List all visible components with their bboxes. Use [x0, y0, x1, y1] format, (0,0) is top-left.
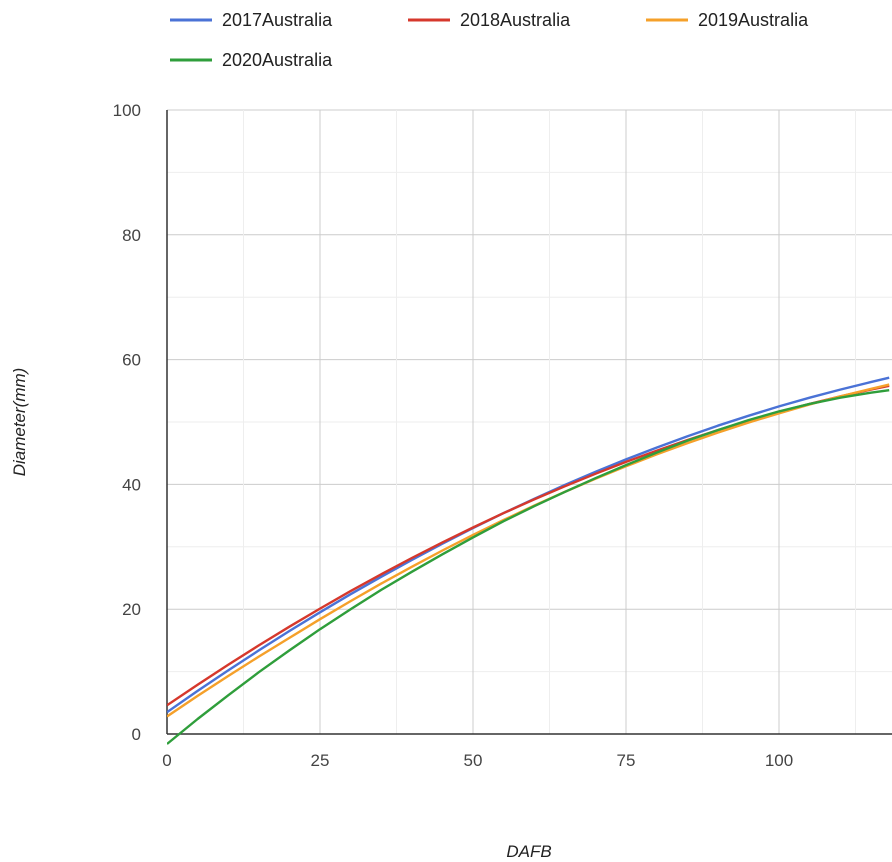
legend-label: 2020Australia: [222, 50, 333, 70]
gridlines: [167, 109, 892, 734]
legend-label: 2017Australia: [222, 10, 333, 30]
y-tick-label: 40: [122, 475, 141, 494]
x-tick-label: 100: [765, 751, 793, 770]
axes: [166, 110, 892, 735]
legend-label: 2018Australia: [460, 10, 571, 30]
y-tick-label: 80: [122, 226, 141, 245]
series-line-2019Australia: [167, 383, 890, 718]
legend: 2017Australia 2018Australia 2019Australia 2…: [170, 10, 809, 70]
y-tick-label: 20: [122, 600, 141, 619]
series-lines: [167, 376, 890, 745]
y-tick-label: 100: [113, 101, 141, 120]
x-tick-label: 0: [162, 751, 171, 770]
y-tick-label: 0: [132, 725, 141, 744]
x-tick-label: 25: [311, 751, 330, 770]
series-line-2017Australia: [167, 376, 890, 714]
x-tick-label: 75: [617, 751, 636, 770]
y-tick-label: 60: [122, 351, 141, 370]
tick-labels: 0 20 40 60 80 100 0 25 50 75 100: [113, 101, 794, 770]
series-line-2020Australia: [167, 389, 890, 745]
legend-label: 2019Australia: [698, 10, 809, 30]
y-axis-title: Diameter(mm): [10, 368, 29, 477]
x-tick-label: 50: [464, 751, 483, 770]
x-axis-title: DAFB: [506, 842, 551, 861]
series-line-2018Australia: [167, 384, 890, 707]
